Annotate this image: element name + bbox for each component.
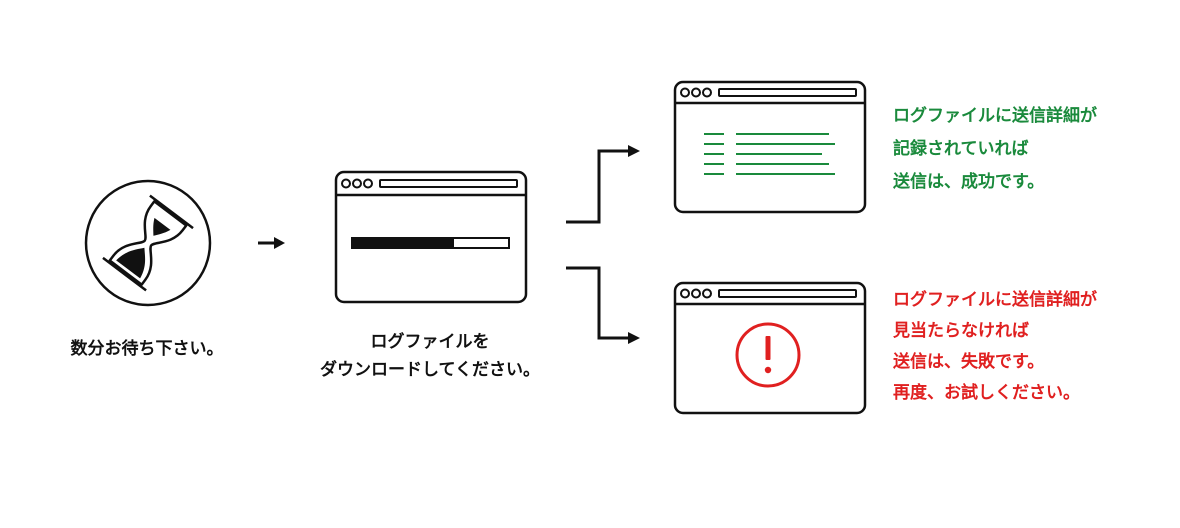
- wait-caption-text: 数分お待ち下さい。: [70, 339, 224, 359]
- failure-caption-line4: 再度、お試しください。: [893, 383, 1080, 403]
- success-caption-line3: 送信は、成功です。: [893, 172, 1045, 192]
- success-caption: ログファイルに送信詳細が 記録されていれば 送信は、成功です。: [893, 100, 1097, 199]
- step-arrow: [258, 237, 285, 249]
- browser-window-progress-icon: [334, 170, 528, 304]
- download-caption-line2: ダウンロードしてください。: [320, 360, 540, 380]
- failure-caption: ログファイルに送信詳細が 見当たらなければ 送信は、失敗です。 再度、お試しくだ…: [893, 285, 1097, 409]
- download-caption: ログファイルを ダウンロードしてください。: [300, 328, 560, 384]
- wait-caption: 数分お待ち下さい。: [52, 335, 242, 363]
- success-caption-line1: ログファイルに送信詳細が: [893, 106, 1097, 126]
- hourglass-icon: [84, 179, 212, 307]
- failure-caption-line3: 送信は、失敗です。: [893, 352, 1045, 372]
- browser-window-text-lines-icon: [673, 80, 867, 214]
- branch-arrows: [566, 145, 640, 344]
- success-caption-line2: 記録されていれば: [893, 139, 1029, 159]
- download-caption-line1: ログファイルを: [370, 332, 490, 352]
- exclamation-icon: [735, 322, 801, 388]
- browser-window-exclamation-icon: [673, 281, 867, 415]
- failure-caption-line2: 見当たらなければ: [893, 321, 1029, 341]
- progress-bar-fill: [352, 238, 454, 248]
- failure-caption-line1: ログファイルに送信詳細が: [893, 290, 1097, 310]
